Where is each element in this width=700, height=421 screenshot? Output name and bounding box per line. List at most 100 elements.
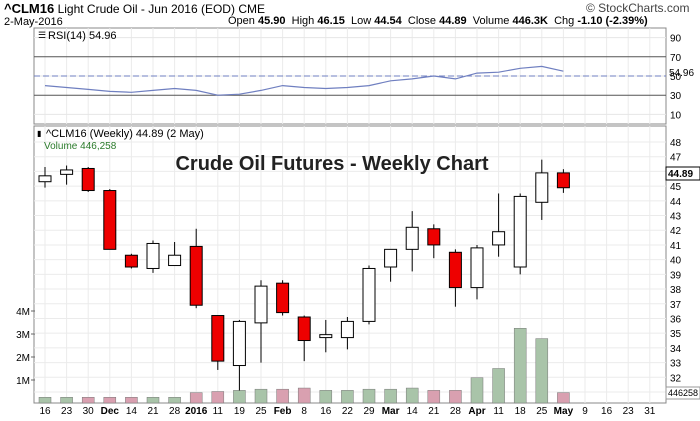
candle-body [146, 242, 160, 269]
x-tick-label: 22 [342, 406, 354, 417]
exchange-label: CME [238, 2, 265, 16]
x-tick-label: 25 [255, 406, 267, 417]
x-tick-label: 30 [83, 406, 95, 417]
x-tick-label: 11 [493, 406, 504, 417]
open-value: 45.90 [257, 15, 286, 27]
candle-body [211, 315, 225, 362]
x-axis: 16 23 30 Dec 14 21 28 2016 11 19 25 Feb 8 16 22 29 Mar 14… [39, 406, 655, 417]
x-tick-label: Feb [274, 406, 292, 417]
x-tick-label: 25 [536, 406, 548, 417]
stockcharts-logo[interactable]: © StockCharts.com [586, 1, 690, 15]
candle [448, 249, 462, 307]
x-tick-label: 14 [407, 406, 419, 417]
volume-bar [254, 388, 268, 404]
candle [146, 240, 160, 273]
x-tick-label: 29 [363, 406, 375, 417]
rsi-value-tag: 54.96 [669, 68, 694, 79]
x-tick-label: 8 [301, 406, 307, 417]
price-tick-label: 33 [670, 359, 682, 370]
volume-value: 446.3K [512, 15, 548, 27]
candle-body [124, 254, 138, 268]
price-tick-label: 41 [670, 241, 682, 252]
volume-bar [384, 388, 397, 404]
volume-bar [449, 390, 462, 404]
candle [60, 165, 74, 185]
volume-bar [427, 390, 441, 404]
high-label: High [291, 15, 315, 27]
high-value: 46.15 [317, 15, 345, 27]
x-tick-label: 21 [428, 406, 440, 417]
price-panel: 313233343536373839404142434445464748 1M2… [16, 125, 700, 404]
candle-body [319, 334, 333, 339]
volume-label: Volume [472, 15, 510, 27]
candle [81, 167, 95, 192]
rsi-tick-label: 70 [670, 53, 682, 64]
x-tick-label: 9 [582, 406, 588, 417]
price-tick-label: 44 [670, 197, 682, 208]
candle [319, 319, 333, 353]
candle [535, 159, 549, 220]
candle [492, 193, 506, 257]
volume-bar [146, 397, 160, 404]
candle-body [60, 169, 74, 175]
volume-bar [103, 397, 117, 404]
price-tick-label: 47 [670, 153, 682, 164]
close-label: Close [407, 15, 437, 27]
candle-body [427, 228, 441, 246]
volume-bar [492, 368, 505, 404]
candle [103, 189, 117, 250]
volume-tick-label: 2M [16, 353, 30, 364]
x-tick-label: 19 [234, 406, 246, 417]
volume-bar [535, 338, 549, 404]
volume-bar [60, 397, 73, 404]
x-tick-label: 18 [515, 406, 527, 417]
rsi-legend: RSI(14) 54.96 [48, 30, 117, 42]
candle [427, 224, 441, 259]
volume-tick-label: 4M [16, 307, 30, 318]
volume-bars [38, 328, 570, 404]
candle [168, 242, 182, 267]
x-tick-label: 31 [644, 406, 656, 417]
candle-body [470, 247, 484, 289]
price-legend-icon: ▮ [37, 129, 41, 138]
rsi-panel: ☰ RSI(14) 54.96 90 70 50 30 10 54.96 [33, 27, 694, 125]
candle [232, 319, 246, 391]
volume-tick-label: 1M [16, 376, 30, 387]
x-tick-label: 23 [61, 406, 73, 417]
candle-body [405, 226, 419, 250]
x-tick-label: 14 [126, 406, 138, 417]
volume-bar [81, 397, 95, 404]
candle-body [384, 248, 398, 268]
price-panel-frame [33, 125, 667, 404]
rsi-value: 54.96 [89, 30, 117, 42]
volume-bar [341, 390, 354, 404]
candle-body [38, 175, 52, 183]
candle [276, 280, 290, 316]
rsi-tick-label: 30 [670, 91, 682, 102]
candle [297, 315, 311, 362]
x-tick-label: 28 [450, 406, 462, 417]
symbol-label: ^CLM16 [4, 1, 55, 16]
candle [513, 193, 527, 275]
candle [38, 167, 52, 188]
candle-body [168, 254, 182, 267]
volume-bar [189, 392, 203, 404]
volume-bar [168, 397, 181, 404]
candle [254, 280, 268, 363]
rsi-tick-label: 10 [670, 110, 682, 121]
price-tick-label: 42 [670, 226, 682, 237]
candle-body [340, 320, 354, 339]
chart-title: Crude Oil Futures - Weekly Chart [175, 153, 488, 175]
price-tick-label: 36 [670, 314, 682, 325]
price-tick-label: 40 [670, 256, 682, 267]
candle-body [492, 231, 506, 246]
candle [470, 244, 484, 300]
candle [556, 169, 570, 193]
last-price-tag: 44.89 [668, 169, 693, 180]
rsi-tick-label: 50 [670, 72, 682, 83]
candle-body [232, 320, 246, 367]
volume-bar [319, 390, 333, 404]
candles [38, 159, 570, 391]
rsi-label: RSI(14) [48, 30, 86, 42]
